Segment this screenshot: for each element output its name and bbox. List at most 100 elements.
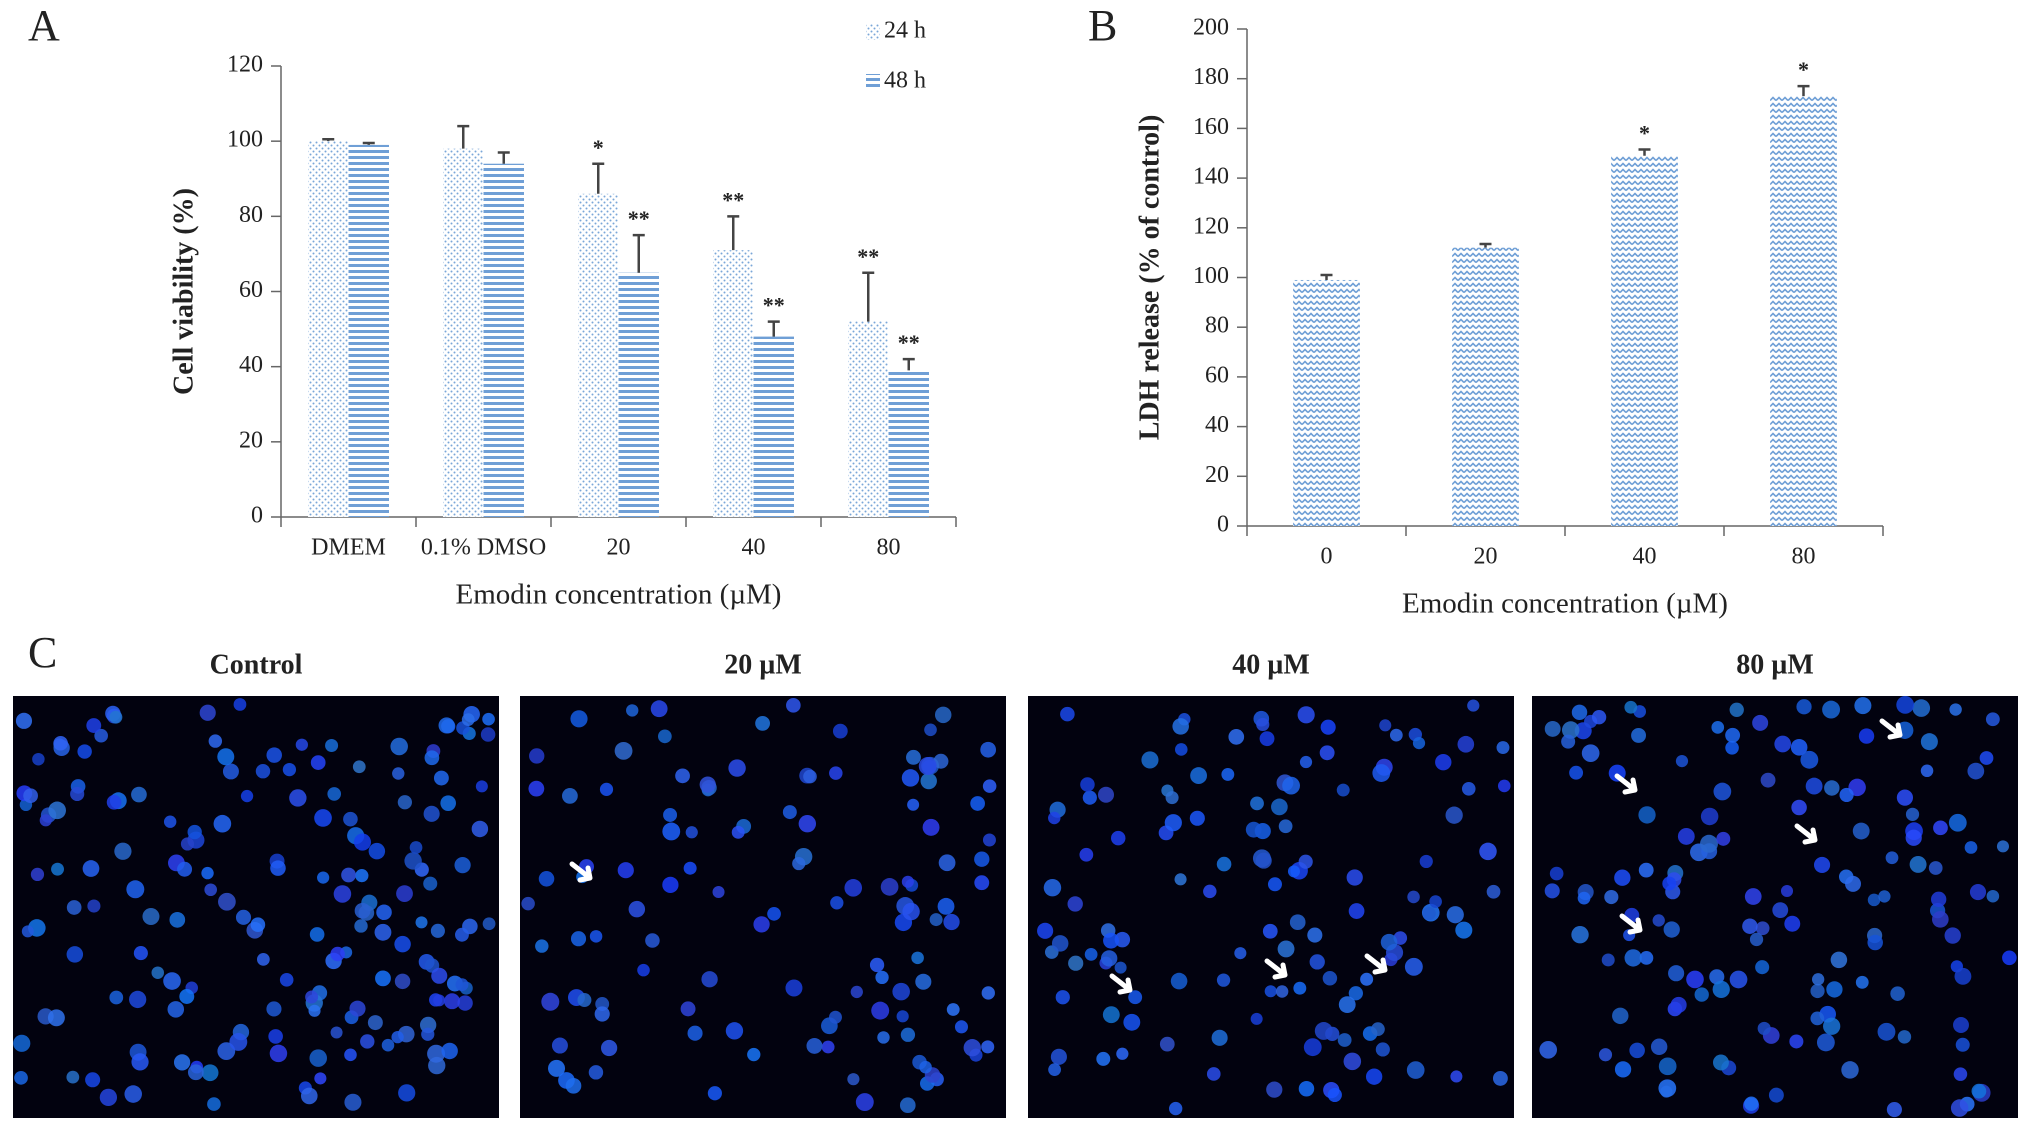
cell-nucleus [1624, 949, 1642, 967]
cell-nucleus [482, 917, 496, 931]
cell-nucleus [1360, 972, 1374, 986]
cell-nucleus [900, 1027, 916, 1042]
legend-label: 48 h [884, 68, 926, 94]
cell-nucleus [1050, 1048, 1067, 1065]
cell-nucleus [1928, 861, 1943, 875]
cell-nucleus [1658, 1057, 1677, 1076]
cell-nucleus [310, 755, 326, 770]
cell-nucleus [1768, 1087, 1784, 1103]
cell-nucleus [1250, 796, 1264, 811]
cell-nucleus [368, 842, 386, 860]
error-bar [592, 162, 605, 194]
cell-nucleus [349, 1000, 366, 1017]
significance: ** [898, 330, 920, 355]
cell-nucleus [201, 866, 214, 880]
cell-nucleus [599, 782, 614, 796]
cell-nucleus [933, 753, 949, 769]
y-axis-title: LDH release (% of control) [1134, 115, 1165, 441]
cell-nucleus [1855, 975, 1869, 989]
cell-nucleus [755, 715, 770, 731]
cell-nucleus [782, 805, 797, 820]
cell-nucleus [1277, 940, 1295, 958]
cell-nucleus [229, 1033, 248, 1051]
cell-nucleus [1262, 923, 1278, 939]
cell-nucleus [1375, 1042, 1390, 1057]
cell-nucleus [1404, 957, 1423, 976]
cell-nucleus [1867, 934, 1883, 951]
cell-nucleus [39, 814, 52, 827]
cell-nucleus [1327, 1087, 1342, 1103]
cell-nucleus [66, 900, 82, 915]
cell-nucleus [114, 842, 132, 860]
cell-nucleus [687, 1025, 703, 1041]
error-bar [1479, 242, 1492, 248]
cell-nucleus [562, 788, 578, 804]
cell-nucleus [354, 919, 368, 933]
cell-nucleus [1749, 932, 1764, 947]
cell-nucleus [30, 867, 45, 882]
cell-nucleus [1228, 729, 1245, 745]
cell-nucleus [240, 789, 254, 803]
x-tick-label: 0.1% DMSO [421, 535, 546, 561]
cell-nucleus [163, 815, 177, 828]
cell-nucleus [235, 909, 252, 925]
cell-nucleus [907, 798, 920, 811]
cell-nucleus [208, 734, 223, 748]
arrow [569, 861, 593, 883]
cell-nucleus [327, 787, 342, 801]
significance: ** [763, 293, 785, 318]
cell-nucleus [832, 723, 848, 739]
cell-nucleus [1755, 960, 1770, 975]
bar [888, 370, 929, 517]
cell-nucleus [1931, 891, 1947, 907]
cell-nucleus [1307, 927, 1323, 943]
cell-nucleus [1949, 703, 1962, 716]
significance: ** [857, 244, 879, 269]
cell-nucleus [614, 741, 633, 760]
cell-nucleus [1598, 1048, 1613, 1062]
cell-nucleus [1810, 1011, 1825, 1026]
cell-nucleus [1700, 834, 1718, 853]
cell-nucleus [461, 713, 475, 727]
cell-nucleus [1043, 878, 1062, 897]
cell-nucleus [1933, 820, 1948, 836]
cell-nucleus [1725, 727, 1741, 743]
cell-nucleus [421, 1027, 435, 1041]
y-tick-label: 0 [1217, 512, 1229, 538]
cell-nucleus [1067, 896, 1083, 912]
cell-nucleus [390, 737, 408, 756]
cell-nucleus [855, 1093, 874, 1112]
cell-nucleus [441, 1042, 458, 1060]
cell-nucleus [14, 1070, 28, 1085]
cell-nucleus [1141, 751, 1159, 769]
cell-nucleus [982, 833, 996, 847]
cell-nucleus [1614, 1061, 1632, 1078]
cell-nucleus [1905, 807, 1920, 821]
cell-nucleus [938, 854, 956, 872]
cell-nucleus [455, 927, 469, 942]
bar [753, 336, 794, 517]
cell-nucleus [1319, 745, 1335, 761]
cell-nucleus [637, 963, 650, 977]
cell-nucleus [409, 841, 423, 854]
cell-nucleus [1259, 731, 1275, 747]
cell-nucleus [99, 1088, 118, 1107]
cell-nucleus [1170, 972, 1188, 990]
y-tick-label: 100 [227, 127, 263, 153]
cell-nucleus [1811, 973, 1825, 986]
cell-nucleus [1712, 1054, 1729, 1071]
cell-nucleus [1813, 856, 1831, 873]
cell-nucleus [415, 916, 428, 929]
cell-nucleus [1954, 967, 1972, 985]
cell-nucleus [455, 978, 469, 992]
cell-nucleus [131, 786, 147, 803]
cell-nucleus [480, 727, 496, 742]
cell-nucleus [922, 818, 940, 836]
x-tick-label: DMEM [311, 535, 386, 561]
cell-nucleus [1174, 873, 1187, 886]
cell-nucleus [1822, 700, 1841, 719]
error-bar [497, 151, 510, 164]
cell-nucleus [270, 860, 286, 876]
y-tick-label: 20 [1205, 462, 1229, 488]
